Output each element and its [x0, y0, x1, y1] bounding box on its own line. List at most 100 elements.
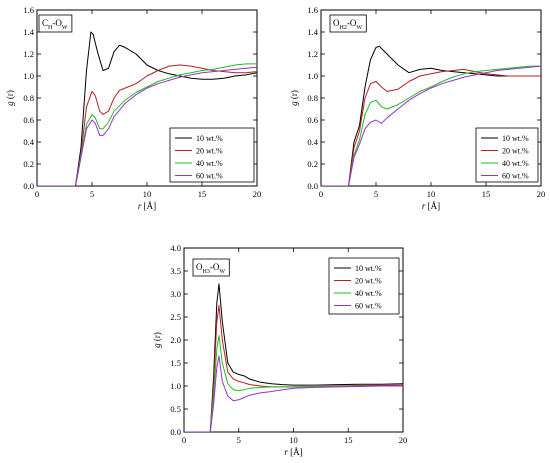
x-tick-label: 20 [253, 189, 262, 199]
y-tick-label: 1.0 [170, 381, 181, 391]
chart-title: OH3-OW [196, 262, 225, 275]
title-subscript: H [48, 25, 53, 31]
legend-label-4: 60 wt.% [502, 172, 529, 181]
y-tick-label: 0.4 [307, 137, 318, 147]
y-tick-label: 1.6 [23, 5, 34, 15]
title-subscript-2: W [356, 25, 362, 31]
x-axis-label: r [Å] [284, 447, 302, 457]
legend-label-4: 60 wt.% [355, 302, 382, 311]
chart-title: CH-OW [42, 18, 68, 31]
x-tick-label: 0 [319, 189, 323, 199]
legend-label-1: 10 wt.% [196, 134, 223, 143]
x-tick-label: 5 [237, 435, 241, 445]
title-box [329, 14, 367, 33]
y-tick-label: 1.0 [23, 71, 34, 81]
y-tick-label: 0.4 [23, 137, 34, 147]
series-line-3 [184, 334, 403, 432]
x-axis-label: r [Å] [138, 201, 156, 211]
chart-panel-ch-ow: 0 5 10 15 20 0.0 0.2 0.4 0.6 0.8 1.0 1.2 1.4 1.6 r [Å]… [5, 5, 261, 211]
series-line-2 [321, 68, 541, 186]
legend-box [169, 127, 255, 183]
x-axis-label-symbol: r [138, 201, 142, 211]
y-tick-label: 1.2 [23, 49, 34, 59]
legend-box [328, 257, 400, 315]
x-tick-label: 5 [90, 189, 94, 199]
title-middle: -O [210, 262, 220, 272]
legend-label-2: 20 wt.% [196, 147, 223, 156]
x-tick-label: 10 [143, 189, 152, 199]
series-line-1 [184, 283, 403, 432]
y-tick-label: 0.0 [23, 181, 34, 191]
title-subscript-2: W [219, 269, 225, 275]
y-tick-label: 0.5 [170, 404, 181, 414]
y-axis-label-unit: (r) [152, 332, 162, 343]
y-axis-label-symbol: g [152, 343, 162, 348]
x-tick-label: 15 [344, 435, 353, 445]
x-tick-label: 5 [374, 189, 378, 199]
legend-label-4: 60 wt.% [196, 172, 223, 181]
legend-label-3: 40 wt.% [355, 289, 382, 298]
y-tick-label: 2.5 [170, 312, 181, 322]
y-axis-label: g (r) [289, 90, 299, 106]
title-middle: -O [52, 18, 62, 28]
y-tick-label: 1.4 [23, 27, 34, 37]
y-tick-label: 0.6 [23, 115, 34, 125]
y-tick-label: 1.4 [307, 27, 318, 37]
x-tick-label: 10 [289, 435, 298, 445]
title-box [192, 258, 230, 277]
legend-label-1: 10 wt.% [355, 264, 382, 273]
y-tick-label: 3.5 [170, 266, 181, 276]
title-atom: O [333, 18, 340, 28]
y-tick-label: 0.0 [307, 181, 318, 191]
y-tick-label: 1.6 [307, 5, 318, 15]
x-tick-label: 0 [35, 189, 39, 199]
x-axis-label-unit: [Å] [425, 201, 440, 211]
y-tick-label: 0.2 [307, 159, 318, 169]
y-axis-label-symbol: g [5, 101, 15, 106]
series-line-3 [37, 63, 257, 186]
y-tick-label: 3.0 [170, 289, 181, 299]
x-axis-label-symbol: r [284, 447, 288, 457]
chart-panel-oh3-ow: 0 5 10 15 20 0.0 0.5 1.0 1.5 2.0 2.5 3.0 3.5 4.0 r [Å]… [152, 243, 407, 457]
x-tick-label: 15 [482, 189, 491, 199]
title-subscript: H3 [203, 269, 210, 275]
y-tick-label: 2.0 [170, 335, 181, 345]
series-line-4 [37, 66, 257, 186]
legend-label-2: 20 wt.% [355, 277, 382, 286]
title-atom: O [196, 262, 203, 272]
x-tick-label: 20 [399, 435, 408, 445]
y-axis-label: g (r) [5, 90, 15, 106]
y-tick-label: 0.0 [170, 427, 181, 437]
series-line-1 [37, 31, 257, 186]
y-axis-label-symbol: g [289, 101, 299, 106]
series-line-2 [37, 64, 257, 186]
series-line-1 [321, 45, 541, 186]
x-tick-label: 20 [537, 189, 546, 199]
legend-label-3: 40 wt.% [196, 159, 223, 168]
x-tick-label: 0 [182, 435, 186, 445]
chart-title: OH2-OW [333, 18, 362, 31]
x-axis-label-unit: [Å] [288, 447, 303, 457]
legend-label-3: 40 wt.% [502, 159, 529, 168]
legend-label-2: 20 wt.% [502, 147, 529, 156]
legend-box [475, 127, 539, 183]
series-line-3 [321, 65, 541, 186]
y-tick-label: 0.2 [23, 159, 34, 169]
y-tick-label: 1.2 [307, 49, 318, 59]
title-middle: -O [347, 18, 357, 28]
y-axis-label: g (r) [152, 332, 162, 348]
series-line-4 [321, 65, 541, 186]
title-box [38, 14, 73, 33]
title-subscript: H2 [340, 25, 347, 31]
y-tick-label: 4.0 [170, 243, 181, 253]
title-subscript-2: W [62, 25, 68, 31]
x-axis-label-symbol: r [422, 201, 426, 211]
y-tick-label: 0.8 [23, 93, 34, 103]
y-tick-label: 1.0 [307, 71, 318, 81]
title-atom: C [42, 18, 48, 28]
y-tick-label: 0.6 [307, 115, 318, 125]
y-tick-label: 0.8 [307, 93, 318, 103]
y-tick-label: 1.5 [170, 358, 181, 368]
x-axis-label-unit: [Å] [141, 201, 156, 211]
